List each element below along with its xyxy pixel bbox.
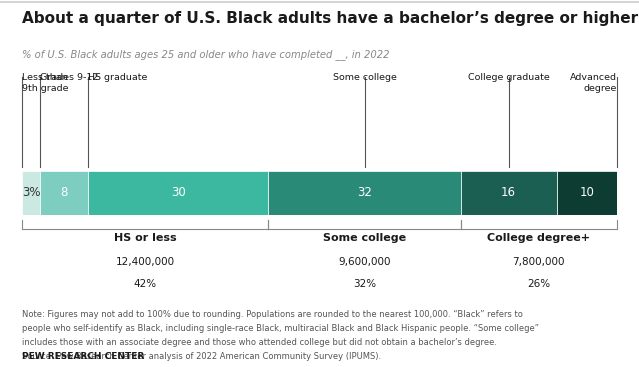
Bar: [22, 171, 40, 215]
Text: 32: 32: [357, 186, 372, 199]
Text: Some college: Some college: [332, 73, 396, 83]
Text: 42%: 42%: [134, 279, 157, 289]
Text: PEW RESEARCH CENTER: PEW RESEARCH CENTER: [22, 352, 144, 361]
Bar: [88, 171, 268, 215]
Bar: [268, 171, 461, 215]
Text: 26%: 26%: [527, 279, 550, 289]
Text: Source: Pew Research Center analysis of 2022 American Community Survey (IPUMS).: Source: Pew Research Center analysis of …: [22, 352, 381, 361]
Text: includes those with an associate degree and those who attended college but did n: includes those with an associate degree …: [22, 338, 497, 347]
Text: Advanced
degree: Advanced degree: [569, 73, 617, 93]
Text: 12,400,000: 12,400,000: [116, 257, 175, 267]
Text: 9,600,000: 9,600,000: [338, 257, 391, 267]
Text: 30: 30: [171, 186, 186, 199]
Text: % of U.S. Black adults ages 25 and older who have completed __, in 2022: % of U.S. Black adults ages 25 and older…: [22, 50, 390, 61]
Text: 8: 8: [61, 186, 68, 199]
Text: College degree+: College degree+: [487, 233, 590, 243]
Text: HS graduate: HS graduate: [88, 73, 148, 83]
Text: 32%: 32%: [353, 279, 376, 289]
Bar: [557, 171, 617, 215]
Text: Some college: Some college: [323, 233, 406, 243]
Bar: [461, 171, 557, 215]
Text: people who self-identify as Black, including single-race Black, multiracial Blac: people who self-identify as Black, inclu…: [22, 324, 539, 333]
Text: Grades 9-12: Grades 9-12: [40, 73, 99, 83]
Text: About a quarter of U.S. Black adults have a bachelor’s degree or higher: About a quarter of U.S. Black adults hav…: [22, 11, 638, 26]
Text: Less than
9th grade: Less than 9th grade: [22, 73, 69, 93]
Text: 10: 10: [579, 186, 594, 199]
Text: HS or less: HS or less: [114, 233, 177, 243]
Text: 16: 16: [501, 186, 516, 199]
Text: 3%: 3%: [22, 186, 41, 199]
Text: Note: Figures may not add to 100% due to rounding. Populations are rounded to th: Note: Figures may not add to 100% due to…: [22, 310, 523, 319]
Bar: [40, 171, 88, 215]
Text: College graduate: College graduate: [468, 73, 550, 83]
Text: 7,800,000: 7,800,000: [512, 257, 565, 267]
